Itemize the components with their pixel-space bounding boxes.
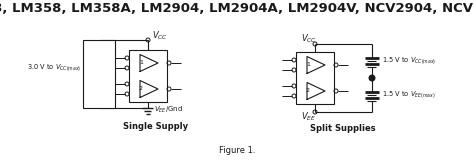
Text: 2: 2: [306, 89, 310, 94]
Text: $V_{EE}$: $V_{EE}$: [301, 111, 317, 123]
Bar: [296, 52, 334, 104]
Text: Single Supply: Single Supply: [123, 122, 189, 131]
Text: 2: 2: [139, 87, 143, 92]
Text: LM258, LM358, LM358A, LM2904, LM2904A, LM2904V, NCV2904, NCV2904V: LM258, LM358, LM358A, LM2904, LM2904A, L…: [0, 2, 474, 15]
Bar: [83, 40, 115, 108]
Text: $V_{EE}$/Gnd: $V_{EE}$/Gnd: [154, 105, 183, 115]
Text: Figure 1.: Figure 1.: [219, 146, 255, 155]
Text: Split Supplies: Split Supplies: [310, 124, 376, 133]
Bar: [129, 50, 167, 102]
Text: $V_{CC}$: $V_{CC}$: [301, 33, 317, 45]
Text: 1.5 V to $V_{EE(max)}$: 1.5 V to $V_{EE(max)}$: [382, 90, 436, 100]
Circle shape: [369, 75, 375, 81]
Text: $V_{CC}$: $V_{CC}$: [152, 30, 168, 42]
Text: 3.0 V to $V_{CC(max)}$: 3.0 V to $V_{CC(max)}$: [27, 63, 81, 73]
Text: 1: 1: [306, 62, 310, 68]
Text: 1.5 V to $V_{CC(max)}$: 1.5 V to $V_{CC(max)}$: [382, 56, 437, 66]
Text: 1: 1: [139, 60, 143, 66]
